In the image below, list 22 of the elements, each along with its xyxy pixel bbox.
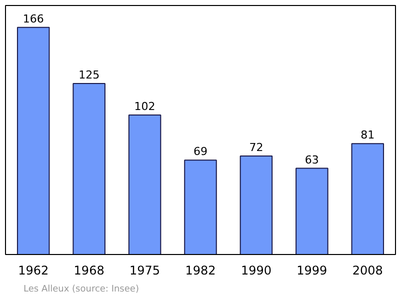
bar [72, 82, 106, 254]
data-label: 166 [22, 12, 44, 26]
bar [16, 26, 50, 254]
x-tick-label: 1962 [18, 264, 49, 278]
x-tick-label: 1990 [240, 264, 272, 278]
data-label: 63 [304, 153, 319, 166]
bar [296, 168, 328, 254]
text: Les Alleux (source: Insee) [24, 284, 139, 294]
x-tick-label: 1968 [74, 264, 104, 278]
x-tick-label: 1982 [185, 264, 216, 278]
x-tick-label: 1975 [130, 264, 160, 278]
data-label: 72 [249, 140, 264, 154]
data-label: 69 [194, 145, 208, 158]
bar [240, 155, 273, 254]
bar [128, 114, 162, 254]
data-label: 125 [78, 68, 100, 82]
bar [351, 143, 384, 254]
data-label: 102 [134, 100, 156, 113]
x-tick-label: 1999 [296, 264, 328, 278]
x-tick-label: 2008 [352, 264, 383, 278]
bar [184, 160, 217, 254]
data-label: 81 [360, 128, 375, 142]
